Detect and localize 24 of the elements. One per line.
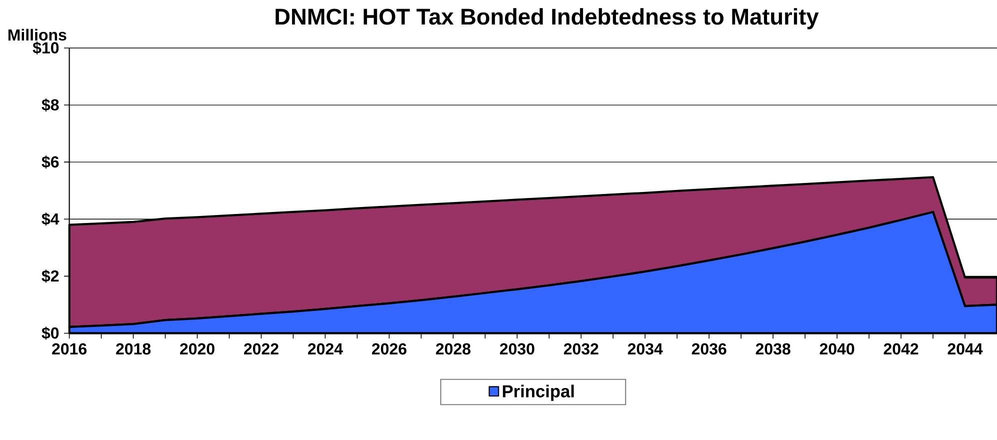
y-tick-label: $10 xyxy=(32,42,59,55)
x-tick-label: 2036 xyxy=(692,343,726,355)
x-tick-label: 2024 xyxy=(308,343,343,355)
y-tick-label: $0 xyxy=(42,326,59,340)
x-tick-label: 2018 xyxy=(116,343,151,355)
x-tick-label: 2016 xyxy=(52,343,87,355)
y-axis-title: Millions xyxy=(8,28,66,41)
x-tick-label: 2032 xyxy=(564,343,598,355)
x-tick-label: 2030 xyxy=(500,343,534,355)
x-tick-label: 2028 xyxy=(436,343,470,355)
x-tick-label: 2038 xyxy=(756,343,790,355)
x-tick-label: 2034 xyxy=(628,343,663,355)
x-tick-label: 2044 xyxy=(948,343,983,355)
y-tick-label: $6 xyxy=(42,156,59,169)
chart-title: DNMCI: HOT Tax Bonded Indebtedness to Maturity xyxy=(276,8,819,30)
x-tick-label: 2042 xyxy=(884,343,918,355)
x-tick-label: 2022 xyxy=(244,343,278,355)
x-tick-label: 2020 xyxy=(180,343,214,355)
legend-label: Principal xyxy=(502,384,574,401)
y-tick-label: $4 xyxy=(42,212,60,226)
y-tick-label: $2 xyxy=(42,270,59,283)
x-tick-label: 2026 xyxy=(372,343,406,355)
y-tick-label: $8 xyxy=(42,98,59,112)
x-tick-label: 2040 xyxy=(820,343,854,355)
